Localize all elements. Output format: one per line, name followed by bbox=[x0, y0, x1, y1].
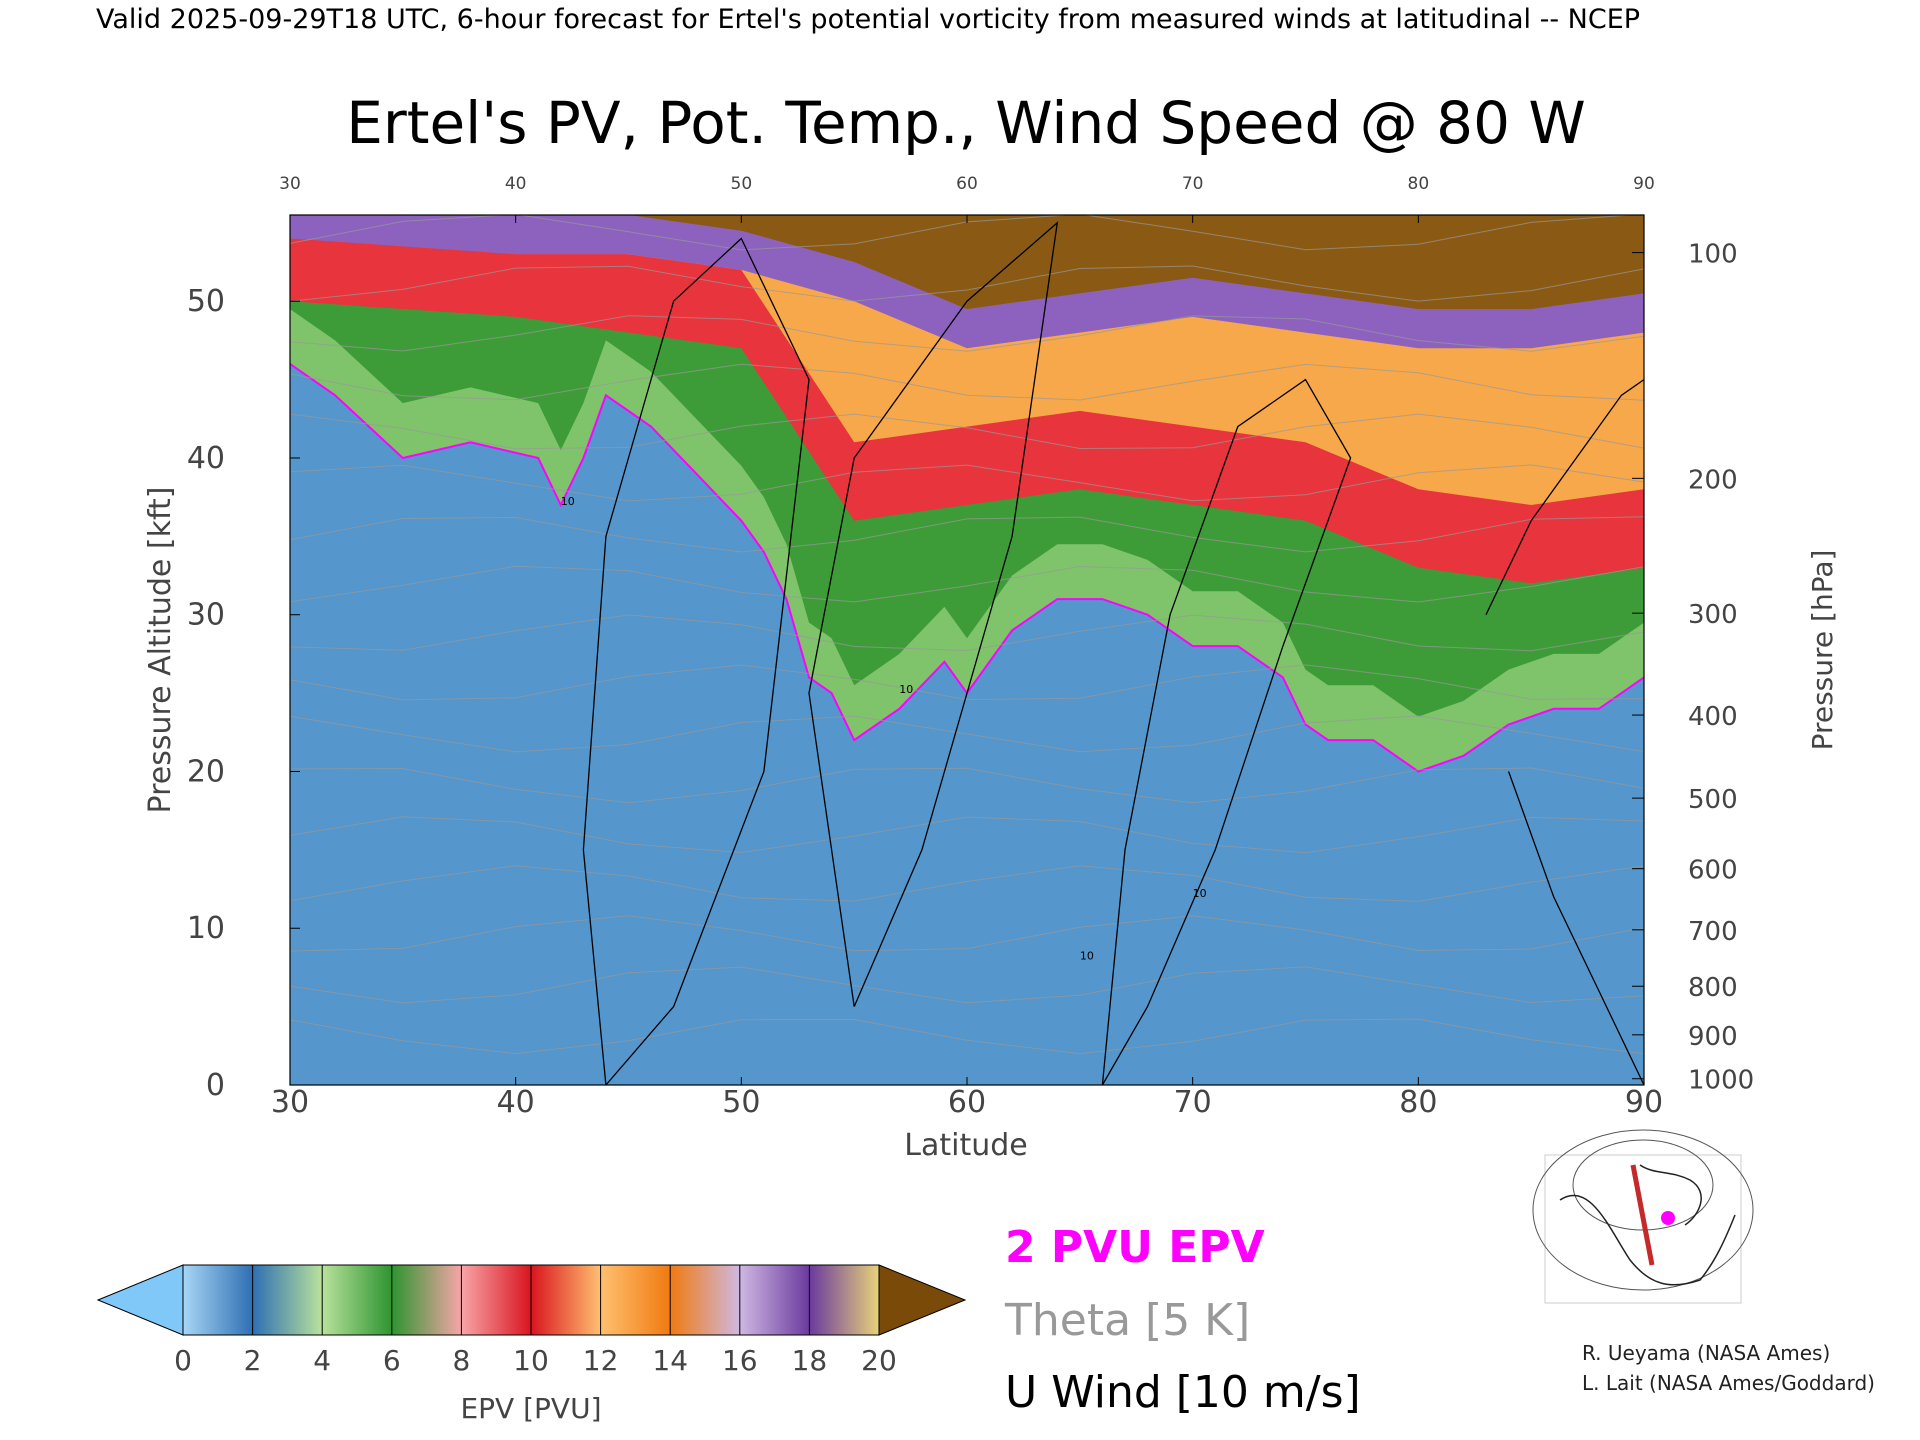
y-tick-label: 50 bbox=[187, 284, 225, 319]
u-wind-contour-label: 10 bbox=[1080, 950, 1094, 963]
pressure-tick-label: 800 bbox=[1688, 973, 1738, 1003]
legend-uwind: U Wind [10 m/s] bbox=[1005, 1367, 1361, 1418]
pressure-tick-label: 600 bbox=[1688, 856, 1738, 886]
y-tick-label: 10 bbox=[187, 911, 225, 946]
theta-contour bbox=[290, 966, 1644, 1004]
theta-contour bbox=[290, 715, 1644, 753]
colorbar-label: EPV [PVU] bbox=[460, 1392, 601, 1425]
colorbar-high-arrow bbox=[878, 1264, 967, 1336]
u-wind-contour bbox=[1101, 378, 1352, 1085]
inset-map-coastline bbox=[1559, 1194, 1736, 1286]
colorbar-tick-label: 14 bbox=[652, 1344, 688, 1377]
u-wind-contour bbox=[1485, 379, 1644, 615]
x-top-tick-label: 80 bbox=[1408, 174, 1430, 194]
theta-contour bbox=[290, 915, 1644, 952]
inset-map-section-line bbox=[1630, 1164, 1655, 1266]
u-wind-contour-label: 10 bbox=[561, 495, 575, 508]
pressure-tick-label: 500 bbox=[1688, 785, 1738, 815]
y-axis-right-label: Pressure [hPa] bbox=[1806, 550, 1839, 751]
theta-contour bbox=[290, 865, 1644, 902]
x-tick-label: 80 bbox=[1399, 1085, 1437, 1120]
legend-theta: Theta [5 K] bbox=[1004, 1295, 1250, 1346]
pressure-tick-label: 400 bbox=[1688, 702, 1738, 732]
x-tick-label: 90 bbox=[1625, 1085, 1663, 1120]
colorbar-tick-label: 8 bbox=[452, 1344, 470, 1377]
theta-contour bbox=[290, 315, 1644, 352]
colorbar: 0 2 4 6 8 10 12 14 16 18 20 EPV [PVU] bbox=[96, 1264, 967, 1425]
x-top-tick-label: 60 bbox=[956, 174, 978, 194]
inset-map-coastline-north bbox=[1639, 1164, 1702, 1226]
colorbar-tick-label: 4 bbox=[313, 1344, 331, 1377]
colorbar-tick-label: 10 bbox=[513, 1344, 549, 1377]
y-axis-left: 0 10 20 30 40 50 bbox=[187, 284, 300, 1103]
pressure-tick-label: 900 bbox=[1688, 1022, 1738, 1052]
pv-bands bbox=[290, 215, 1644, 1055]
theta-contour bbox=[290, 363, 1644, 401]
pressure-tick-label: 700 bbox=[1688, 917, 1738, 947]
inset-map-graticule bbox=[1532, 1129, 1754, 1291]
colorbar-tick-label: 0 bbox=[174, 1344, 192, 1377]
x-tick-label: 60 bbox=[948, 1085, 986, 1120]
pv-band-brown bbox=[515, 215, 1644, 310]
theta-contour bbox=[290, 413, 1644, 450]
pressure-tick-label: 1000 bbox=[1688, 1066, 1754, 1096]
x-axis-bottom: 30 40 50 60 70 80 90 bbox=[271, 1077, 1663, 1120]
y-tick-label: 40 bbox=[187, 441, 225, 476]
y-tick-label: 30 bbox=[187, 598, 225, 633]
wind-contours: 10 10 10 10 bbox=[561, 221, 1644, 1085]
colorbar-tick-label: 6 bbox=[383, 1344, 401, 1377]
colorbar-low-arrow bbox=[96, 1264, 184, 1336]
x-tick-label: 40 bbox=[497, 1085, 535, 1120]
u-wind-contour bbox=[582, 237, 810, 1085]
line-legend: 2 PVU EPV Theta [5 K] U Wind [10 m/s] bbox=[1004, 1222, 1361, 1418]
y-tick-label: 0 bbox=[206, 1068, 225, 1103]
chart-title: Ertel's PV, Pot. Temp., Wind Speed @ 80 … bbox=[346, 89, 1586, 157]
theta-contour bbox=[290, 664, 1644, 701]
plot-area: 10 10 10 10 bbox=[290, 215, 1644, 1085]
theta-contour bbox=[290, 1018, 1644, 1055]
y-axis-left-label: Pressure Altitude [kft] bbox=[143, 487, 178, 814]
tropopause-2pvu-line bbox=[290, 363, 1644, 773]
x-tick-label: 50 bbox=[722, 1085, 760, 1120]
theta-contour bbox=[290, 464, 1644, 502]
colorbar-tick-label: 16 bbox=[722, 1344, 758, 1377]
colorbar-ticks: 0 2 4 6 8 10 12 14 16 18 20 bbox=[174, 1265, 897, 1377]
theta-contour bbox=[290, 265, 1644, 302]
u-wind-contour-label: 10 bbox=[1193, 887, 1207, 900]
header-banner: Valid 2025-09-29T18 UTC, 6-hour forecast… bbox=[96, 4, 1640, 35]
theta-contour bbox=[290, 516, 1644, 553]
x-top-tick-label: 50 bbox=[731, 174, 753, 194]
colorbar-tick-label: 12 bbox=[583, 1344, 619, 1377]
pressure-tick-label: 300 bbox=[1688, 600, 1738, 630]
x-tick-label: 70 bbox=[1174, 1085, 1212, 1120]
x-top-tick-label: 30 bbox=[279, 174, 301, 194]
x-top-tick-label: 40 bbox=[505, 174, 527, 194]
inset-locator-map bbox=[1532, 1129, 1754, 1304]
colorbar-tick-label: 20 bbox=[861, 1344, 897, 1377]
credit-line-2: L. Lait (NASA Ames/Goddard) bbox=[1582, 1371, 1875, 1395]
x-top-tick-label: 90 bbox=[1633, 174, 1655, 194]
y-axis-right: 100 200 300 400 500 600 700 800 900 1000 bbox=[1632, 240, 1754, 1096]
theta-contour bbox=[290, 614, 1644, 652]
credit-line-1: R. Ueyama (NASA Ames) bbox=[1582, 1341, 1830, 1365]
pressure-tick-label: 200 bbox=[1688, 465, 1738, 495]
legend-epv: 2 PVU EPV bbox=[1005, 1222, 1265, 1273]
u-wind-contour bbox=[808, 221, 1059, 1007]
u-wind-contour bbox=[1507, 771, 1644, 1085]
inset-map-marker bbox=[1661, 1211, 1675, 1225]
u-wind-contour-label: 10 bbox=[899, 683, 913, 696]
y-tick-label: 20 bbox=[187, 754, 225, 789]
theta-contour bbox=[290, 565, 1644, 603]
pressure-tick-label: 100 bbox=[1688, 240, 1738, 270]
colorbar-tick-label: 18 bbox=[792, 1344, 828, 1377]
x-axis-label: Latitude bbox=[904, 1128, 1027, 1163]
theta-contour bbox=[290, 816, 1644, 854]
x-axis-top: 30 40 50 60 70 80 90 bbox=[279, 174, 1655, 223]
theta-contour bbox=[290, 767, 1644, 804]
x-tick-label: 30 bbox=[271, 1085, 309, 1120]
colorbar-tick-label: 2 bbox=[244, 1344, 262, 1377]
x-top-tick-label: 70 bbox=[1182, 174, 1204, 194]
